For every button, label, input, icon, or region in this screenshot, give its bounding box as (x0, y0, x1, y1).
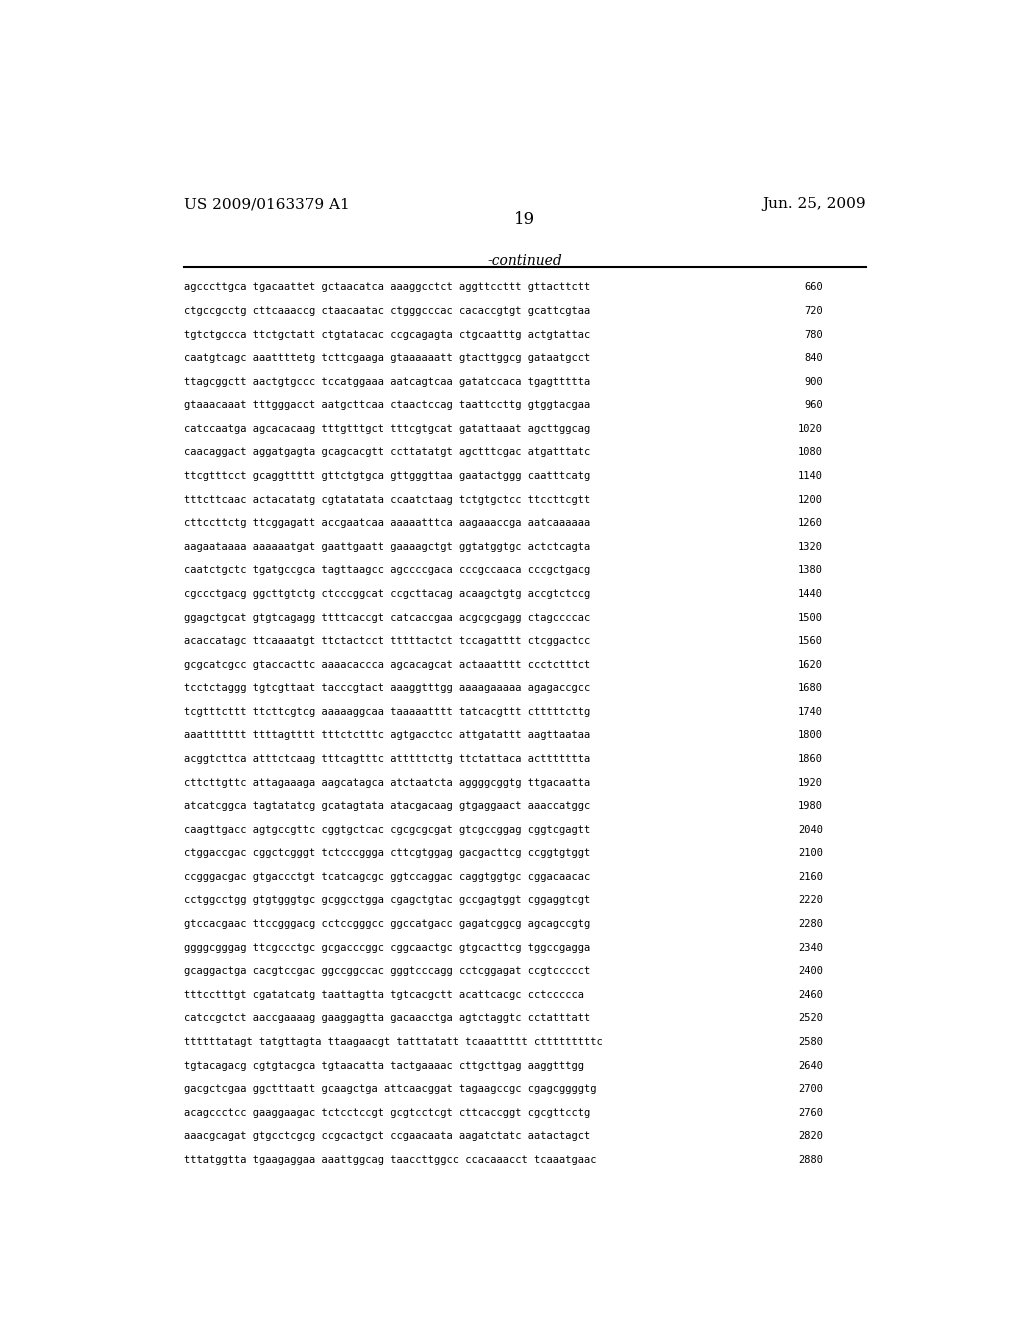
Text: caacaggact aggatgagta gcagcacgtt ccttatatgt agctttcgac atgatttatc: caacaggact aggatgagta gcagcacgtt ccttata… (183, 447, 590, 458)
Text: ctgccgcctg cttcaaaccg ctaacaatac ctgggcccac cacaccgtgt gcattcgtaa: ctgccgcctg cttcaaaccg ctaacaatac ctgggcc… (183, 306, 590, 315)
Text: tgtacagacg cgtgtacgca tgtaacatta tactgaaaac cttgcttgag aaggtttgg: tgtacagacg cgtgtacgca tgtaacatta tactgaa… (183, 1060, 584, 1071)
Text: cctggcctgg gtgtgggtgc gcggcctgga cgagctgtac gccgagtggt cggaggtcgt: cctggcctgg gtgtgggtgc gcggcctgga cgagctg… (183, 895, 590, 906)
Text: catccaatga agcacacaag tttgtttgct tttcgtgcat gatattaaat agcttggcag: catccaatga agcacacaag tttgtttgct tttcgtg… (183, 424, 590, 434)
Text: acaccatagc ttcaaaatgt ttctactcct tttttactct tccagatttt ctcggactcc: acaccatagc ttcaaaatgt ttctactcct tttttac… (183, 636, 590, 645)
Text: US 2009/0163379 A1: US 2009/0163379 A1 (183, 197, 349, 211)
Text: agcccttgca tgacaattet gctaacatca aaaggcctct aggttccttt gttacttctt: agcccttgca tgacaattet gctaacatca aaaggcc… (183, 282, 590, 293)
Text: acagccctcc gaaggaagac tctcctccgt gcgtcctcgt cttcaccggt cgcgttcctg: acagccctcc gaaggaagac tctcctccgt gcgtcct… (183, 1107, 590, 1118)
Text: aagaataaaa aaaaaatgat gaattgaatt gaaaagctgt ggtatggtgc actctcagta: aagaataaaa aaaaaatgat gaattgaatt gaaaagc… (183, 541, 590, 552)
Text: tttcctttgt cgatatcatg taattagtta tgtcacgctt acattcacgc cctccccca: tttcctttgt cgatatcatg taattagtta tgtcacg… (183, 990, 584, 999)
Text: 2580: 2580 (798, 1038, 823, 1047)
Text: ttagcggctt aactgtgccc tccatggaaa aatcagtcaa gatatccaca tgagttttta: ttagcggctt aactgtgccc tccatggaaa aatcagt… (183, 376, 590, 387)
Text: ttcgtttcct gcaggttttt gttctgtgca gttgggttaa gaatactggg caatttcatg: ttcgtttcct gcaggttttt gttctgtgca gttgggt… (183, 471, 590, 480)
Text: catccgctct aaccgaaaag gaaggagtta gacaacctga agtctaggtc cctatttatt: catccgctct aaccgaaaag gaaggagtta gacaacc… (183, 1014, 590, 1023)
Text: 2280: 2280 (798, 919, 823, 929)
Text: 2340: 2340 (798, 942, 823, 953)
Text: 1500: 1500 (798, 612, 823, 623)
Text: Jun. 25, 2009: Jun. 25, 2009 (763, 197, 866, 211)
Text: ggagctgcat gtgtcagagg ttttcaccgt catcaccgaa acgcgcgagg ctagccccac: ggagctgcat gtgtcagagg ttttcaccgt catcacc… (183, 612, 590, 623)
Text: 720: 720 (805, 306, 823, 315)
Text: 2880: 2880 (798, 1155, 823, 1164)
Text: tgtctgccca ttctgctatt ctgtatacac ccgcagagta ctgcaatttg actgtattac: tgtctgccca ttctgctatt ctgtatacac ccgcaga… (183, 330, 590, 339)
Text: -continued: -continued (487, 253, 562, 268)
Text: acggtcttca atttctcaag tttcagtttc atttttcttg ttctattaca acttttttta: acggtcttca atttctcaag tttcagtttc atttttc… (183, 754, 590, 764)
Text: 2820: 2820 (798, 1131, 823, 1142)
Text: tttatggtta tgaagaggaa aaattggcag taaccttggcc ccacaaacct tcaaatgaac: tttatggtta tgaagaggaa aaattggcag taacctt… (183, 1155, 596, 1164)
Text: gacgctcgaa ggctttaatt gcaagctga attcaacggat tagaagccgc cgagcggggtg: gacgctcgaa ggctttaatt gcaagctga attcaacg… (183, 1084, 596, 1094)
Text: tttcttcaac actacatatg cgtatatata ccaatctaag tctgtgctcc ttccttcgtt: tttcttcaac actacatatg cgtatatata ccaatct… (183, 495, 590, 504)
Text: 2160: 2160 (798, 873, 823, 882)
Text: 780: 780 (805, 330, 823, 339)
Text: caagttgacc agtgccgttc cggtgctcac cgcgcgcgat gtcgccggag cggtcgagtt: caagttgacc agtgccgttc cggtgctcac cgcgcgc… (183, 825, 590, 834)
Text: 960: 960 (805, 400, 823, 411)
Text: 1380: 1380 (798, 565, 823, 576)
Text: 1980: 1980 (798, 801, 823, 812)
Text: 1320: 1320 (798, 541, 823, 552)
Text: 2640: 2640 (798, 1060, 823, 1071)
Text: gtaaacaaat tttgggacct aatgcttcaa ctaactccag taattccttg gtggtacgaa: gtaaacaaat tttgggacct aatgcttcaa ctaactc… (183, 400, 590, 411)
Text: gcaggactga cacgtccgac ggccggccac gggtcccagg cctcggagat ccgtccccct: gcaggactga cacgtccgac ggccggccac gggtccc… (183, 966, 590, 977)
Text: 1080: 1080 (798, 447, 823, 458)
Text: aaattttttt ttttagtttt tttctctttc agtgacctcc attgatattt aagttaataa: aaattttttt ttttagtttt tttctctttc agtgacc… (183, 730, 590, 741)
Text: 2460: 2460 (798, 990, 823, 999)
Text: tcgtttcttt ttcttcgtcg aaaaaggcaa taaaaatttt tatcacgttt ctttttcttg: tcgtttcttt ttcttcgtcg aaaaaggcaa taaaaat… (183, 706, 590, 717)
Text: atcatcggca tagtatatcg gcatagtata atacgacaag gtgaggaact aaaccatggc: atcatcggca tagtatatcg gcatagtata atacgac… (183, 801, 590, 812)
Text: cgccctgacg ggcttgtctg ctcccggcat ccgcttacag acaagctgtg accgtctccg: cgccctgacg ggcttgtctg ctcccggcat ccgctta… (183, 589, 590, 599)
Text: cttcttgttc attagaaaga aagcatagca atctaatcta aggggcggtg ttgacaatta: cttcttgttc attagaaaga aagcatagca atctaat… (183, 777, 590, 788)
Text: 1260: 1260 (798, 519, 823, 528)
Text: 1920: 1920 (798, 777, 823, 788)
Text: 2400: 2400 (798, 966, 823, 977)
Text: 1020: 1020 (798, 424, 823, 434)
Text: 2220: 2220 (798, 895, 823, 906)
Text: 1200: 1200 (798, 495, 823, 504)
Text: ggggcgggag ttcgccctgc gcgacccggc cggcaactgc gtgcacttcg tggccgagga: ggggcgggag ttcgccctgc gcgacccggc cggcaac… (183, 942, 590, 953)
Text: 2520: 2520 (798, 1014, 823, 1023)
Text: ctggaccgac cggctcgggt tctcccggga cttcgtggag gacgacttcg ccggtgtggt: ctggaccgac cggctcgggt tctcccggga cttcgtg… (183, 849, 590, 858)
Text: 900: 900 (805, 376, 823, 387)
Text: caatgtcagc aaattttetg tcttcgaaga gtaaaaaatt gtacttggcg gataatgcct: caatgtcagc aaattttetg tcttcgaaga gtaaaaa… (183, 354, 590, 363)
Text: ttttttatagt tatgttagta ttaagaacgt tatttatatt tcaaattttt ctttttttttc: ttttttatagt tatgttagta ttaagaacgt tattta… (183, 1038, 602, 1047)
Text: 2760: 2760 (798, 1107, 823, 1118)
Text: 19: 19 (514, 211, 536, 228)
Text: 1860: 1860 (798, 754, 823, 764)
Text: caatctgctc tgatgccgca tagttaagcc agccccgaca cccgccaaca cccgctgacg: caatctgctc tgatgccgca tagttaagcc agccccg… (183, 565, 590, 576)
Text: aaacgcagat gtgcctcgcg ccgcactgct ccgaacaata aagatctatc aatactagct: aaacgcagat gtgcctcgcg ccgcactgct ccgaaca… (183, 1131, 590, 1142)
Text: 1440: 1440 (798, 589, 823, 599)
Text: ccgggacgac gtgaccctgt tcatcagcgc ggtccaggac caggtggtgc cggacaacac: ccgggacgac gtgaccctgt tcatcagcgc ggtccag… (183, 873, 590, 882)
Text: tcctctaggg tgtcgttaat tacccgtact aaaggtttgg aaaagaaaaa agagaccgcc: tcctctaggg tgtcgttaat tacccgtact aaaggtt… (183, 684, 590, 693)
Text: 840: 840 (805, 354, 823, 363)
Text: 2100: 2100 (798, 849, 823, 858)
Text: 1140: 1140 (798, 471, 823, 480)
Text: 2040: 2040 (798, 825, 823, 834)
Text: cttccttctg ttcggagatt accgaatcaa aaaaatttca aagaaaccga aatcaaaaaa: cttccttctg ttcggagatt accgaatcaa aaaaatt… (183, 519, 590, 528)
Text: 1560: 1560 (798, 636, 823, 645)
Text: 1800: 1800 (798, 730, 823, 741)
Text: 1740: 1740 (798, 706, 823, 717)
Text: 660: 660 (805, 282, 823, 293)
Text: gtccacgaac ttccgggacg cctccgggcc ggccatgacc gagatcggcg agcagccgtg: gtccacgaac ttccgggacg cctccgggcc ggccatg… (183, 919, 590, 929)
Text: gcgcatcgcc gtaccacttc aaaacaccca agcacagcat actaaatttt ccctctttct: gcgcatcgcc gtaccacttc aaaacaccca agcacag… (183, 660, 590, 669)
Text: 1620: 1620 (798, 660, 823, 669)
Text: 2700: 2700 (798, 1084, 823, 1094)
Text: 1680: 1680 (798, 684, 823, 693)
